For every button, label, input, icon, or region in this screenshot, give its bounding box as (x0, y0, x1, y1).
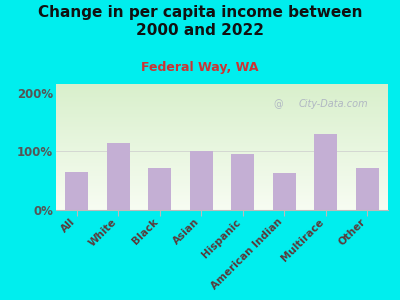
Bar (356, 168, 379, 210)
Text: @: @ (274, 99, 283, 109)
Text: Change in per capita income between
2000 and 2022: Change in per capita income between 2000… (38, 4, 362, 38)
Text: City-Data.com: City-Data.com (298, 99, 368, 109)
Bar (314, 134, 337, 210)
Bar (231, 154, 254, 210)
Bar (273, 173, 296, 210)
Text: Federal Way, WA: Federal Way, WA (141, 61, 259, 74)
Bar (107, 142, 130, 210)
Bar (190, 152, 213, 210)
Bar (148, 168, 171, 210)
Bar (65, 172, 88, 210)
